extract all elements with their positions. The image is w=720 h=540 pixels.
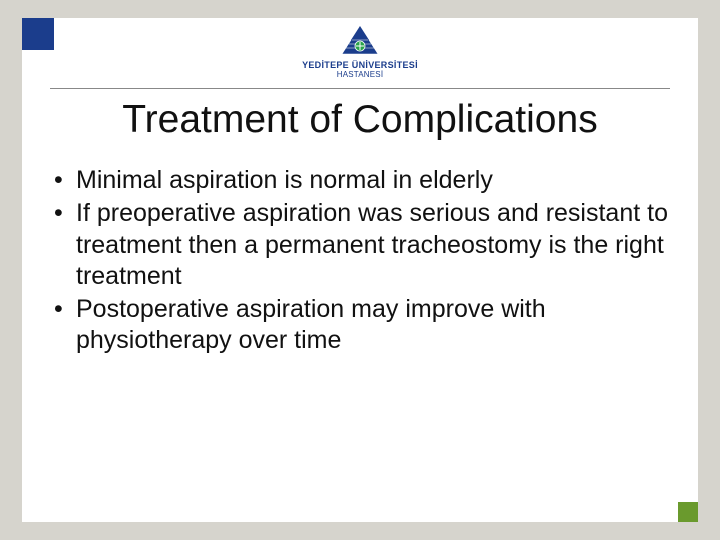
slide: YEDİTEPE ÜNİVERSİTESİ HASTANESİ Treatmen… [0,0,720,540]
list-item: Postoperative aspiration may improve wit… [50,294,670,357]
bullet-list: Minimal aspiration is normal in elderly … [50,165,670,359]
list-item: If preoperative aspiration was serious a… [50,198,670,292]
header-divider [50,88,670,89]
slide-title: Treatment of Complications [0,98,720,142]
list-item: Minimal aspiration is normal in elderly [50,165,670,196]
corner-square-bottom-right [678,502,698,522]
logo-triangle-icon [338,24,382,58]
logo: YEDİTEPE ÜNİVERSİTESİ HASTANESİ [0,24,720,79]
logo-text-line1: YEDİTEPE ÜNİVERSİTESİ [302,60,418,70]
logo-text-line2: HASTANESİ [337,70,384,79]
